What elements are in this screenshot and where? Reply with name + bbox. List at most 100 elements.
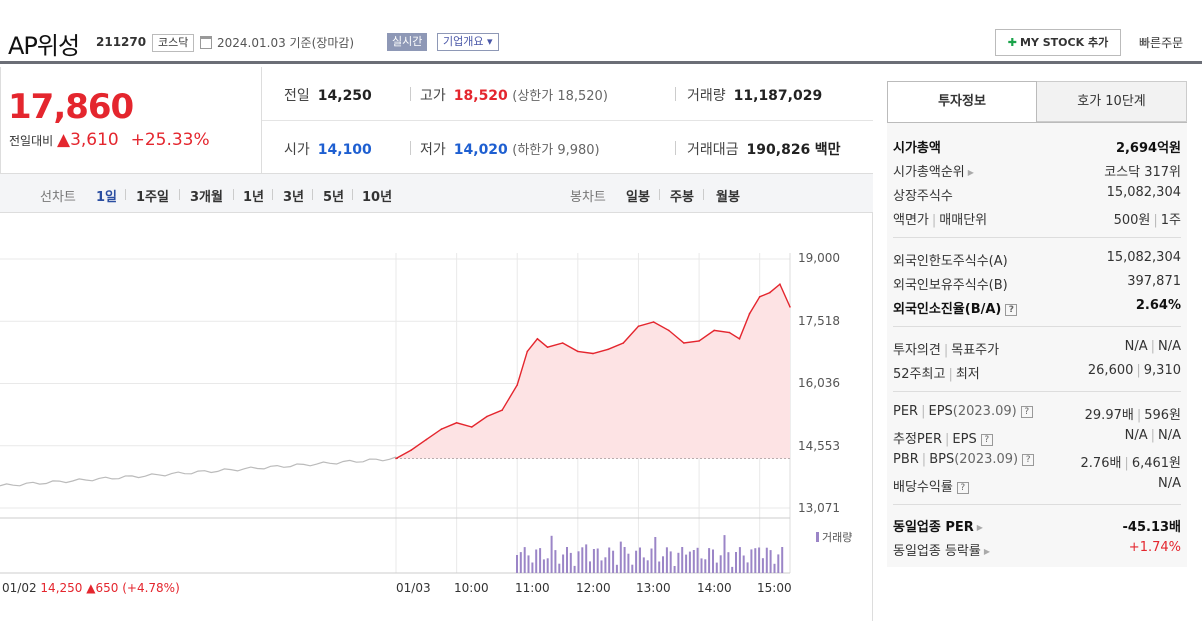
bps-label: BPS	[929, 452, 955, 467]
prev-day-change: 650	[95, 581, 119, 595]
target-label: 목표주가	[951, 343, 1000, 358]
volume-bar	[765, 547, 768, 573]
trade-amount: 거래대금 190,826 백만	[687, 139, 841, 159]
quote-row-2: 시가 14,100 저가 14,020 (하한가 9,980) 거래대금 190,82…	[262, 120, 873, 173]
price-point	[607, 348, 609, 351]
volume-bar	[646, 560, 649, 573]
price-point	[652, 321, 655, 323]
price-point	[789, 306, 791, 308]
sector-rate-row[interactable]: 동일업종 등락률 ▶ +1.74%	[893, 540, 1181, 562]
help-icon[interactable]: ?	[980, 434, 993, 446]
volume: 거래량 11,187,029	[687, 85, 822, 105]
amount-label: 거래대금	[687, 142, 739, 158]
stock-name: AP위성	[8, 32, 80, 60]
sector-rate-value: +1.74%	[1128, 540, 1181, 555]
volume-bar	[742, 555, 745, 573]
price-point	[622, 342, 625, 344]
realtime-button[interactable]: 실시간	[387, 33, 428, 51]
period-10y[interactable]: 10년	[362, 190, 393, 205]
candle-day[interactable]: 일봉	[626, 190, 650, 205]
tab-orderbook[interactable]: 호가 10단계	[1037, 81, 1187, 122]
volume-bar	[758, 547, 761, 573]
change-label: 전일대비	[9, 134, 54, 148]
volume-bar	[754, 548, 757, 573]
volume-bar	[527, 555, 530, 573]
tab-invest-info[interactable]: 투자정보	[887, 81, 1037, 122]
period-1d[interactable]: 1일	[96, 190, 118, 205]
volume-bar	[604, 557, 607, 573]
add-mystock-button[interactable]: ✚ MY STOCK 추가	[995, 29, 1121, 56]
volume-bar	[589, 561, 591, 573]
est-per-value: N/A	[1124, 428, 1148, 443]
company-info-dropdown[interactable]: 기업개요 ▾	[437, 33, 499, 51]
prev-day-close: 14,250	[40, 581, 83, 595]
volume-bar	[777, 554, 780, 573]
volume-bar	[738, 547, 741, 573]
volume-bar	[550, 535, 553, 573]
chevron-down-icon: ▾	[483, 35, 493, 48]
volume-label: 거래량	[687, 88, 726, 104]
period-5y[interactable]: 5년	[323, 190, 345, 205]
sector-rate-label: 동일업종 등락률	[893, 544, 981, 559]
period-1w[interactable]: 1주일	[136, 190, 169, 205]
price-chart[interactable]: 19,000 17,518 16,036 14,553 13,071 거래량 0…	[0, 213, 873, 621]
week52-high-label: 52주최고	[893, 367, 946, 382]
stock-code: 211270	[96, 35, 147, 49]
volume-bar	[677, 552, 680, 573]
volume-bar	[558, 563, 561, 573]
help-icon[interactable]: ?	[1005, 304, 1018, 316]
price-point	[455, 421, 458, 424]
volume-bar	[585, 544, 588, 573]
y-tick: 19,000	[798, 251, 840, 265]
cap-rank-row[interactable]: 시가총액순위 ▶ 코스닥 317위	[893, 161, 1181, 183]
cap-rank-value: 코스닥 317위	[1104, 165, 1181, 180]
volume-bar	[615, 564, 618, 573]
bps-value: 6,461원	[1131, 456, 1181, 471]
volume-bar	[535, 549, 538, 573]
help-icon[interactable]: ?	[1020, 406, 1033, 418]
market-cap-value: 2,694억원	[1115, 141, 1181, 156]
price-point	[713, 329, 716, 332]
prev-day-date: 01/02	[2, 581, 37, 595]
prev-day-pct: (+4.78%)	[122, 581, 180, 595]
price-point	[592, 352, 594, 355]
sector-per-row[interactable]: 동일업종 PER ▶ -45.13배	[893, 516, 1181, 538]
price-point	[561, 342, 564, 344]
volume-legend: 거래량	[816, 529, 852, 545]
period-3y[interactable]: 3년	[283, 190, 305, 205]
triangle-right-icon: ▶	[976, 523, 983, 532]
volume-bar	[566, 547, 568, 573]
volume-bar	[519, 552, 522, 573]
prev-close-label: 전일	[284, 88, 310, 104]
period-3m[interactable]: 3개월	[190, 190, 223, 205]
current-price: 17,860	[8, 87, 134, 127]
listed-shares-label: 상장주식수	[893, 189, 953, 204]
market-cap-label: 시가총액	[893, 141, 941, 156]
candle-week[interactable]: 주봉	[670, 190, 694, 205]
amount-value: 190,826	[746, 142, 811, 158]
unit-value: 1주	[1160, 213, 1181, 228]
help-icon[interactable]: ?	[1022, 454, 1035, 466]
period-1y[interactable]: 1년	[243, 190, 265, 205]
divider	[410, 87, 411, 101]
week52-row: 52주최고 | 최저 26,600 | 9,310	[893, 363, 1181, 382]
pbr-row: PBR | BPS(2023.09)? 2.76배 | 6,461원	[893, 452, 1181, 471]
candle-chart-label: 봉차트	[570, 190, 606, 205]
candle-month[interactable]: 월봉	[716, 190, 740, 205]
sector-per-value: -45.13배	[1122, 520, 1181, 535]
par-unit-row: 액면가 | 매매단위 500원 | 1주	[893, 213, 1181, 228]
help-icon[interactable]: ?	[956, 482, 969, 494]
price-point	[637, 325, 640, 327]
x-tick: 12:00	[576, 581, 611, 595]
per-label: PER	[893, 404, 919, 419]
volume-bar	[654, 537, 657, 573]
price-chart-svg	[0, 253, 791, 574]
price-point	[486, 415, 488, 418]
quick-order-link[interactable]: 빠른주문	[1139, 36, 1184, 50]
volume-legend-label: 거래량	[822, 531, 853, 544]
per-year: (2023.09)	[952, 404, 1017, 419]
dividend-row: 배당수익률? N/A	[893, 476, 1181, 498]
volume-bar	[612, 550, 615, 573]
low-value: 14,020	[453, 142, 508, 158]
price-point	[779, 283, 781, 285]
